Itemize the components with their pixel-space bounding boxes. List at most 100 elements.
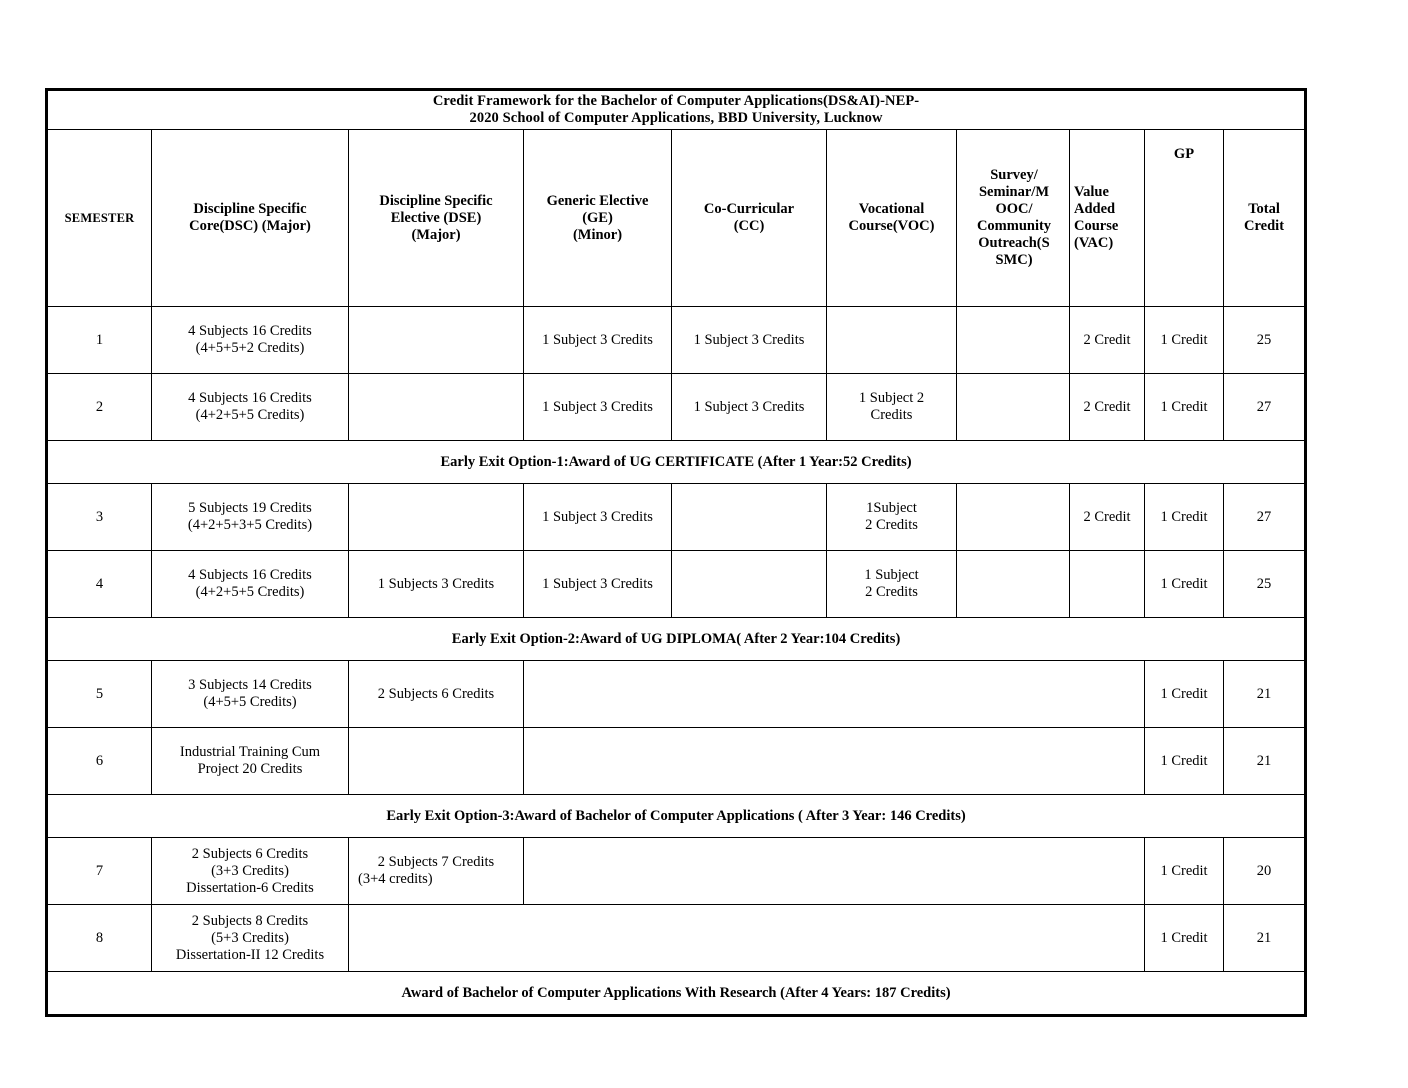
final-award-banner: Award of Bachelor of Computer Applicatio…: [45, 971, 1307, 1017]
cell-dsc-line-2: Project 20 Credits: [197, 761, 303, 778]
cell-dsc: Industrial Training Cum Project 20 Credi…: [151, 727, 349, 796]
header-semester: SEMESTER: [46, 129, 152, 308]
cell-voc: 1Subject 2 Credits: [826, 483, 957, 552]
cell-dsc-line-1: 4 Subjects 16 Credits: [188, 323, 312, 340]
document-title-line-1: Credit Framework for the Bachelor of Com…: [432, 93, 920, 109]
cell-gp: 1 Credit: [1144, 904, 1224, 973]
cell-dsc-line-1: 3 Subjects 14 Credits: [188, 677, 312, 694]
header-vac: Value Added Course (VAC): [1069, 129, 1145, 308]
cell-survey-blocked: [956, 373, 1070, 442]
header-ge-line-1: Generic Elective: [546, 192, 649, 209]
cell-total-credit: 21: [1222, 904, 1307, 973]
banner-row-exit-option-3: Early Exit Option-3:Award of Bachelor of…: [45, 794, 1307, 839]
cell-gp: 1 Credit: [1144, 727, 1224, 796]
table-row-semester-4: 4 4 Subjects 16 Credits (4+2+5+5 Credits…: [46, 550, 1307, 619]
cell-dsc: 5 Subjects 19 Credits (4+2+5+3+5 Credits…: [151, 483, 349, 552]
cell-cc: 1 Subject 3 Credits: [671, 373, 827, 442]
cell-cc-blocked: [671, 550, 827, 619]
cell-dse-blocked: [348, 306, 524, 375]
cell-vac: 2 Credit: [1069, 306, 1145, 375]
table-row-semester-7: 7 2 Subjects 6 Credits (3+3 Credits) Dis…: [46, 837, 1307, 906]
cell-blocked-span: [523, 837, 1145, 906]
document-title-line-2: 2020 School of Computer Applications, BB…: [469, 110, 883, 127]
table-header-row: SEMESTER Discipline Specific Core(DSC) (…: [46, 129, 1307, 308]
cell-voc-line-2: Credits: [870, 407, 913, 424]
cell-gp: 1 Credit: [1144, 837, 1224, 906]
header-dse: Discipline Specific Elective (DSE) (Majo…: [348, 129, 524, 308]
header-dsc-line-1: Discipline Specific: [193, 201, 307, 218]
cell-dsc: 4 Subjects 16 Credits (4+2+5+5 Credits): [151, 550, 349, 619]
cell-voc-line-1: 1Subject: [866, 500, 917, 517]
cell-cc-blocked: [671, 483, 827, 552]
cell-total-credit: 27: [1222, 483, 1307, 552]
cell-gp: 1 Credit: [1144, 550, 1224, 619]
header-ge-line-3: (Minor): [572, 226, 623, 243]
cell-vac: 2 Credit: [1069, 483, 1145, 552]
header-cc-line-1: Co-Curricular: [703, 201, 795, 218]
cell-voc-line-1: 1 Subject 2: [858, 390, 925, 407]
early-exit-option-3-banner: Early Exit Option-3:Award of Bachelor of…: [45, 794, 1307, 839]
cell-dsc: 3 Subjects 14 Credits (4+5+5 Credits): [151, 660, 349, 729]
semester-number: 7: [46, 837, 152, 906]
cell-dse: 2 Subjects 6 Credits: [348, 660, 524, 729]
table-row-semester-6: 6 Industrial Training Cum Project 20 Cre…: [46, 727, 1307, 796]
header-gp: GP: [1144, 129, 1224, 308]
cell-voc: 1 Subject 2 Credits: [826, 373, 957, 442]
header-vac-line-3: Course: [1074, 218, 1119, 235]
table-row-semester-3: 3 5 Subjects 19 Credits (4+2+5+3+5 Credi…: [46, 483, 1307, 552]
cell-dsc-line-2: (3+3 Credits): [211, 862, 289, 879]
cell-dse-line-2: (3+4 credits): [358, 871, 433, 888]
header-vac-line-2: Added: [1074, 201, 1116, 218]
header-dse-line-2: Elective (DSE): [390, 209, 482, 226]
cell-ge: 1 Subject 3 Credits: [523, 306, 672, 375]
header-survey-line-6: SMC): [995, 252, 1033, 269]
header-survey-line-1: Survey/: [990, 166, 1038, 183]
cell-total-credit: 25: [1222, 306, 1307, 375]
semester-number: 2: [46, 373, 152, 442]
cell-cc: 1 Subject 3 Credits: [671, 306, 827, 375]
header-survey-line-4: Community: [976, 218, 1052, 235]
table-row-semester-1: 1 4 Subjects 16 Credits (4+5+5+2 Credits…: [46, 306, 1307, 375]
cell-dsc: 4 Subjects 16 Credits (4+5+5+2 Credits): [151, 306, 349, 375]
cell-total-credit: 27: [1222, 373, 1307, 442]
table-title-row: Credit Framework for the Bachelor of Com…: [45, 88, 1307, 131]
cell-dse: [348, 727, 524, 796]
cell-voc-blocked: [826, 306, 957, 375]
cell-blocked-span: [348, 904, 1145, 973]
cell-dsc-line-3: Dissertation-6 Credits: [186, 879, 314, 896]
cell-dsc-line-2: (4+2+5+3+5 Credits): [187, 517, 313, 534]
cell-blocked-span: [523, 660, 1145, 729]
header-vac-line-4: (VAC): [1074, 235, 1114, 252]
cell-voc-line-1: 1 Subject: [864, 567, 919, 584]
header-survey-line-3: OOC/: [995, 201, 1033, 218]
table-row-semester-8: 8 2 Subjects 8 Credits (5+3 Credits) Dis…: [46, 904, 1307, 973]
cell-gp: 1 Credit: [1144, 483, 1224, 552]
cell-survey: [956, 483, 1070, 552]
cell-dsc: 2 Subjects 8 Credits (5+3 Credits) Disse…: [151, 904, 349, 973]
semester-number: 5: [46, 660, 152, 729]
semester-number: 3: [46, 483, 152, 552]
cell-vac: [1069, 550, 1145, 619]
header-survey-line-2: Seminar/M: [978, 184, 1050, 200]
cell-gp: 1 Credit: [1144, 306, 1224, 375]
cell-dsc: 4 Subjects 16 Credits (4+2+5+5 Credits): [151, 373, 349, 442]
cell-dsc-line-2: (5+3 Credits): [211, 929, 289, 946]
cell-dsc-line-1: 2 Subjects 6 Credits: [191, 845, 309, 862]
cell-vac: 2 Credit: [1069, 373, 1145, 442]
cell-gp: 1 Credit: [1144, 660, 1224, 729]
header-ge: Generic Elective (GE) (Minor): [523, 129, 672, 308]
cell-voc-line-2: 2 Credits: [865, 584, 918, 601]
cell-dse: 1 Subjects 3 Credits: [348, 550, 524, 619]
cell-dsc-line-1: 2 Subjects 8 Credits: [191, 912, 309, 929]
header-dse-line-1: Discipline Specific: [379, 192, 493, 209]
header-total-line-2: Credit: [1244, 218, 1285, 235]
header-total-credit: Total Credit: [1222, 129, 1307, 308]
credit-framework-table: Credit Framework for the Bachelor of Com…: [45, 88, 1308, 1018]
cell-dse-blocked: [348, 483, 524, 552]
cell-dse: 2 Subjects 7 Credits (3+4 credits): [348, 837, 524, 906]
cell-dsc-line-2: (4+5+5+2 Credits): [195, 340, 305, 357]
cell-dsc-line-2: (4+5+5 Credits): [203, 694, 297, 711]
cell-dsc-line-1: 5 Subjects 19 Credits: [188, 500, 312, 517]
cell-ge: 1 Subject 3 Credits: [523, 373, 672, 442]
header-voc: Vocational Course(VOC): [826, 129, 957, 308]
